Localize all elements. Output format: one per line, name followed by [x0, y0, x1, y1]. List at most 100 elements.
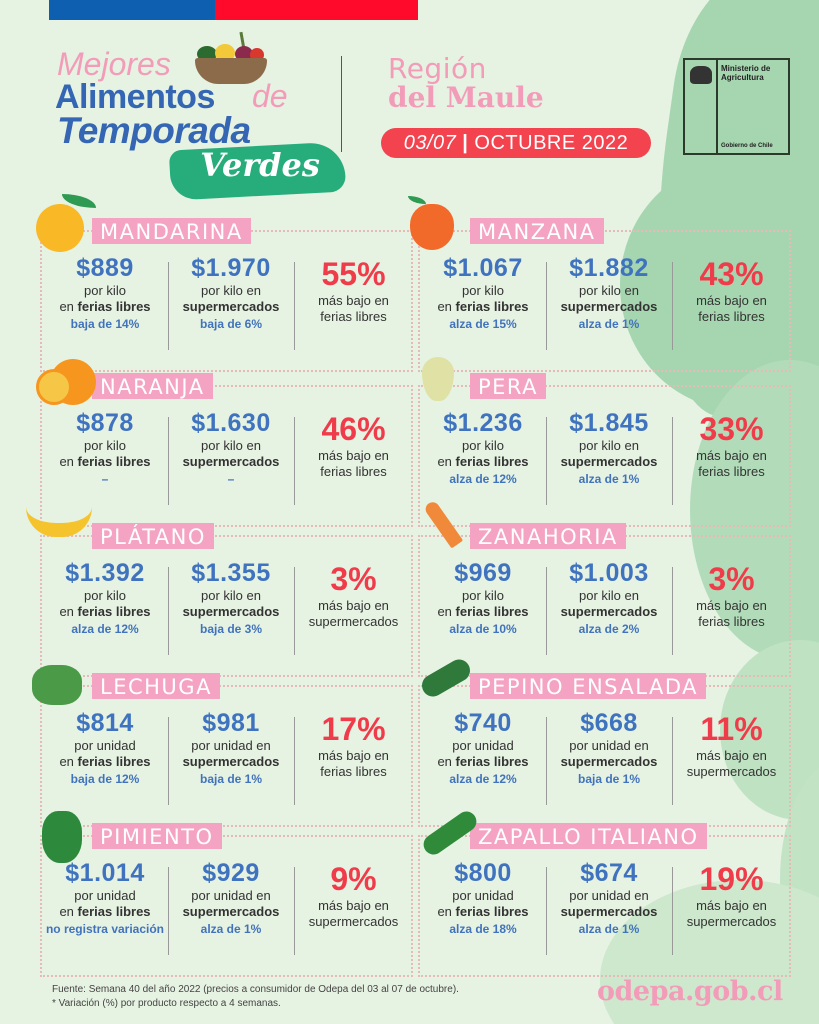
column-divider	[168, 717, 169, 805]
super-variation: alza de 1%	[578, 472, 640, 486]
column-divider	[294, 567, 295, 655]
variation-note: * Variación (%) por producto respecto a …	[52, 998, 281, 1009]
banana-icon	[26, 507, 92, 537]
ferias-where: en ferias libres	[437, 604, 529, 619]
column-divider	[546, 417, 547, 505]
super-unit: por kilo en	[201, 438, 261, 453]
column-divider	[294, 417, 295, 505]
ferias-unit: por kilo	[462, 438, 504, 453]
ferias-variation: alza de 12%	[449, 772, 517, 786]
odepa-link[interactable]: odepa.gob.cl	[597, 976, 783, 1007]
product-name: LECHUGA	[92, 673, 220, 699]
cucumber-icon	[417, 655, 475, 701]
ferias-price: $1.392	[65, 559, 145, 587]
ferias-where: en ferias libres	[59, 454, 151, 469]
super-variation: baja de 1%	[577, 772, 641, 786]
product-card-zapallo-italiano: ZAPALLO ITALIANO $800 por unidad en feri…	[418, 807, 791, 977]
super-column: $674 por unidad en supermercados alza de…	[546, 859, 672, 936]
ferias-price: $814	[76, 709, 134, 737]
ferias-where: en ferias libres	[59, 604, 151, 619]
difference-line2: ferias libres	[320, 464, 387, 479]
ferias-where: en ferias libres	[59, 754, 151, 769]
date-month-year: OCTUBRE 2022	[474, 131, 629, 154]
mandarin-icon	[36, 194, 96, 252]
column-divider	[672, 567, 673, 655]
column-divider	[294, 262, 295, 350]
product-card-lechuga: LECHUGA $814 por unidad en ferias libres…	[32, 665, 413, 827]
difference-line2: ferias libres	[698, 614, 765, 629]
difference-percent: 33%	[699, 411, 764, 447]
super-variation: alza de 1%	[578, 317, 640, 331]
product-card-mandarina: MANDARINA $889 por kilo en ferias libres…	[36, 194, 413, 372]
super-unit: por unidad en	[191, 738, 271, 753]
ferias-where: en ferias libres	[437, 754, 529, 769]
product-card-zanahoria: ZANAHORIA $969 por kilo en ferias libres…	[418, 499, 791, 677]
super-price: $668	[580, 709, 638, 737]
super-where: supermercados	[560, 299, 658, 314]
super-where: supermercados	[560, 454, 658, 469]
super-where: supermercados	[182, 454, 280, 469]
difference-percent: 43%	[699, 256, 764, 292]
column-divider	[672, 417, 673, 505]
ministry-gov: Gobierno de Chile	[721, 143, 773, 149]
ferias-column: $1.014 por unidad en ferias libres no re…	[42, 859, 168, 936]
difference-column: 19% más bajo en supermercados	[672, 859, 791, 930]
super-price: $1.970	[191, 254, 271, 282]
difference-percent: 9%	[330, 861, 377, 897]
super-where: supermercados	[182, 604, 280, 619]
difference-line2: supermercados	[308, 914, 399, 929]
super-column: $1.845 por kilo en supermercados alza de…	[546, 409, 672, 486]
source-text: Fuente: Semana 40 del año 2022 (precios …	[52, 984, 459, 995]
column-divider	[168, 567, 169, 655]
flag-stripe-blue	[49, 0, 215, 20]
product-card-pepino-ensalada: PEPINO ENSALADA $740 por unidad en feria…	[417, 655, 791, 827]
ferias-unit: por unidad	[452, 888, 514, 903]
product-card-manzana: MANZANA $1.067 por kilo en ferias libres…	[408, 196, 791, 372]
ferias-variation: alza de 12%	[449, 472, 517, 486]
super-unit: por kilo en	[579, 588, 639, 603]
super-column: $1.630 por kilo en supermercados –	[168, 409, 294, 486]
product-card-pimiento: PIMIENTO $1.014 por unidad en ferias lib…	[40, 811, 413, 977]
ferias-column: $1.392 por kilo en ferias libres alza de…	[42, 559, 168, 636]
difference-line1: más bajo en	[696, 748, 767, 763]
super-unit: por kilo en	[201, 283, 261, 298]
super-where: supermercados	[182, 299, 280, 314]
column-divider	[168, 417, 169, 505]
column-divider	[294, 717, 295, 805]
ferias-price: $1.014	[65, 859, 145, 887]
difference-column: 55% más bajo en ferias libres	[294, 254, 413, 325]
product-name: MANZANA	[470, 218, 604, 244]
column-divider	[546, 262, 547, 350]
difference-percent: 3%	[330, 561, 377, 597]
ferias-column: $740 por unidad en ferias libres alza de…	[420, 709, 546, 786]
difference-percent: 55%	[321, 256, 386, 292]
product-name: ZANAHORIA	[470, 523, 626, 549]
ferias-column: $814 por unidad en ferias libres baja de…	[42, 709, 168, 786]
column-divider	[168, 262, 169, 350]
apple-icon	[408, 196, 454, 250]
title-de: de	[252, 78, 288, 114]
difference-line1: más bajo en	[318, 598, 389, 613]
super-price: $981	[202, 709, 260, 737]
category-verdes: Verdes	[200, 146, 320, 184]
difference-column: 3% más bajo en supermercados	[294, 559, 413, 630]
ferias-price: $889	[76, 254, 134, 282]
super-unit: por kilo en	[579, 438, 639, 453]
pear-icon	[422, 357, 454, 401]
super-column: $981 por unidad en supermercados baja de…	[168, 709, 294, 786]
basket-icon	[195, 31, 275, 84]
super-unit: por unidad en	[569, 888, 649, 903]
product-name: PLÁTANO	[92, 523, 214, 549]
date-separator: |	[462, 131, 469, 154]
difference-percent: 11%	[700, 711, 763, 747]
column-divider	[546, 717, 547, 805]
footer-source: Fuente: Semana 40 del año 2022 (precios …	[52, 983, 459, 1011]
super-unit: por unidad en	[569, 738, 649, 753]
ferias-where: en ferias libres	[437, 299, 529, 314]
super-price: $1.882	[569, 254, 649, 282]
ferias-variation: no registra variación	[45, 922, 165, 936]
difference-line2: supermercados	[686, 764, 777, 779]
super-variation: –	[227, 472, 235, 486]
difference-percent: 19%	[699, 861, 764, 897]
ferias-variation: baja de 12%	[70, 772, 140, 786]
